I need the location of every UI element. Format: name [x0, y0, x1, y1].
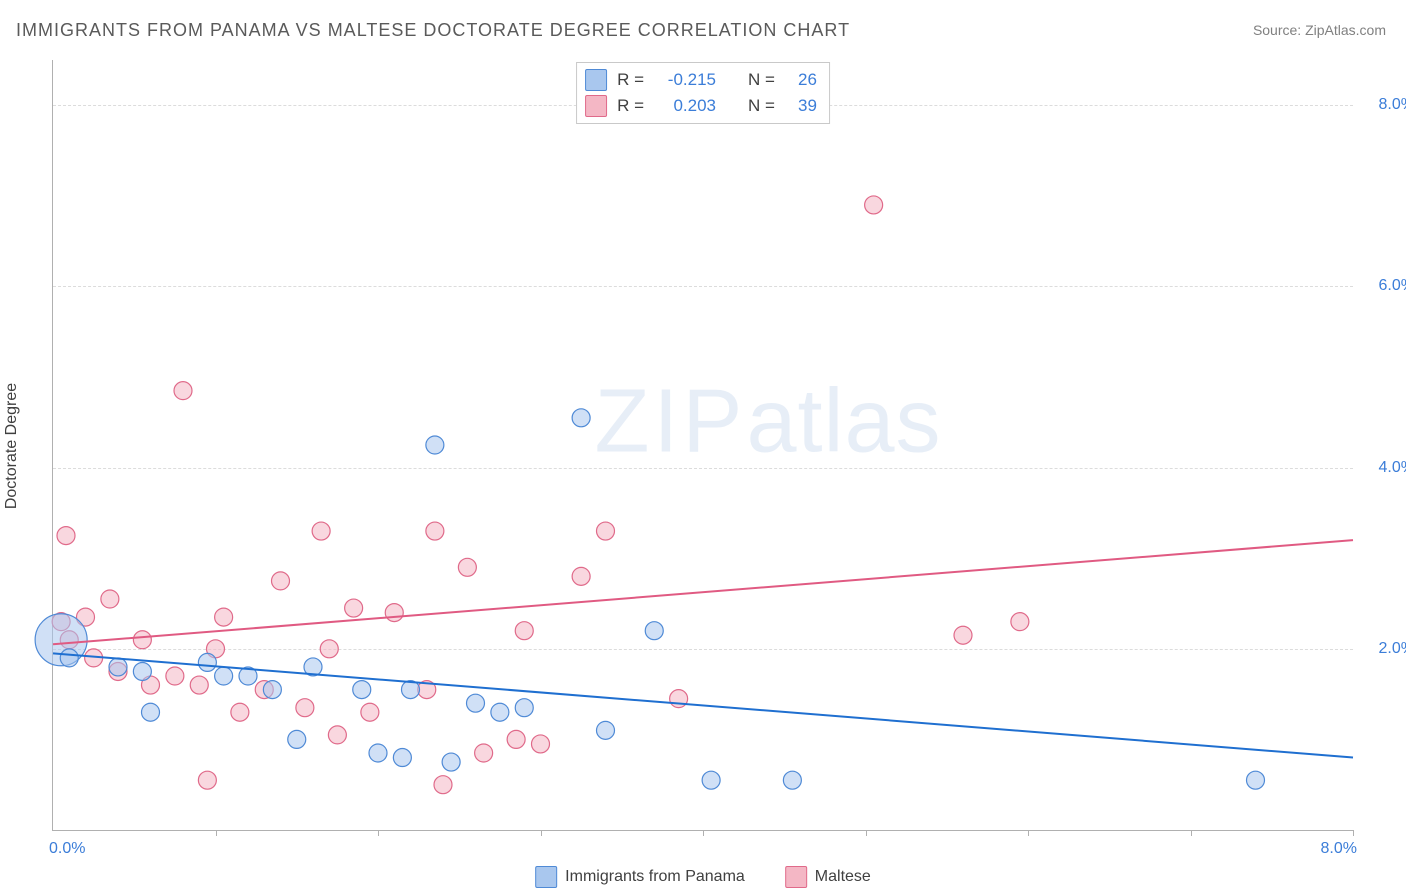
- chart-title: IMMIGRANTS FROM PANAMA VS MALTESE DOCTOR…: [16, 20, 850, 41]
- y-tick-label: 2.0%: [1379, 640, 1406, 658]
- scatter-point-panama: [702, 771, 720, 789]
- scatter-point-panama: [109, 658, 127, 676]
- scatter-point-maltese: [190, 676, 208, 694]
- n-label: N =: [748, 70, 775, 90]
- scatter-point-maltese: [312, 522, 330, 540]
- x-tick-max: 8.0%: [1321, 840, 1357, 858]
- x-tick-mark: [703, 830, 704, 836]
- series-legend: Immigrants from Panama Maltese: [535, 866, 871, 888]
- x-tick-min: 0.0%: [49, 840, 85, 858]
- trend-line-maltese: [53, 540, 1353, 644]
- scatter-point-panama: [515, 699, 533, 717]
- scatter-point-panama: [369, 744, 387, 762]
- scatter-point-panama: [263, 681, 281, 699]
- legend-item-maltese: Maltese: [785, 866, 871, 888]
- swatch-maltese: [585, 95, 607, 117]
- plot-area: ZIPatlas 2.0%4.0%6.0%8.0% 0.0% 8.0% R = …: [52, 60, 1353, 831]
- scatter-point-maltese: [174, 382, 192, 400]
- scatter-point-panama: [215, 667, 233, 685]
- swatch-panama: [535, 866, 557, 888]
- scatter-point-panama: [142, 703, 160, 721]
- stats-legend: R = -0.215 N = 26 R = 0.203 N = 39: [576, 62, 830, 124]
- n-value-panama: 26: [785, 70, 817, 90]
- scatter-point-panama: [133, 662, 151, 680]
- r-value-panama: -0.215: [654, 70, 716, 90]
- scatter-point-panama: [783, 771, 801, 789]
- legend-label-panama: Immigrants from Panama: [565, 868, 745, 886]
- scatter-point-maltese: [515, 622, 533, 640]
- stats-row-panama: R = -0.215 N = 26: [585, 67, 817, 93]
- n-label: N =: [748, 96, 775, 116]
- scatter-point-maltese: [231, 703, 249, 721]
- scatter-point-panama: [198, 653, 216, 671]
- scatter-point-maltese: [1011, 613, 1029, 631]
- scatter-point-maltese: [166, 667, 184, 685]
- scatter-point-maltese: [426, 522, 444, 540]
- scatter-point-maltese: [597, 522, 615, 540]
- scatter-point-maltese: [345, 599, 363, 617]
- y-tick-label: 6.0%: [1379, 277, 1406, 295]
- scatter-point-maltese: [865, 196, 883, 214]
- scatter-point-maltese: [507, 730, 525, 748]
- scatter-point-panama: [572, 409, 590, 427]
- stats-row-maltese: R = 0.203 N = 39: [585, 93, 817, 119]
- r-value-maltese: 0.203: [654, 96, 716, 116]
- y-tick-label: 8.0%: [1379, 96, 1406, 114]
- scatter-point-maltese: [198, 771, 216, 789]
- scatter-point-maltese: [296, 699, 314, 717]
- scatter-point-maltese: [328, 726, 346, 744]
- scatter-point-panama: [597, 721, 615, 739]
- swatch-panama: [585, 69, 607, 91]
- scatter-point-maltese: [572, 567, 590, 585]
- scatter-point-maltese: [458, 558, 476, 576]
- scatter-point-panama: [288, 730, 306, 748]
- x-tick-mark: [866, 830, 867, 836]
- legend-label-maltese: Maltese: [815, 868, 871, 886]
- scatter-point-panama: [60, 649, 78, 667]
- y-tick-label: 4.0%: [1379, 459, 1406, 477]
- scatter-point-panama: [645, 622, 663, 640]
- scatter-point-maltese: [385, 604, 403, 622]
- legend-item-panama: Immigrants from Panama: [535, 866, 745, 888]
- y-axis-label: Doctorate Degree: [3, 383, 21, 509]
- r-label: R =: [617, 96, 644, 116]
- r-label: R =: [617, 70, 644, 90]
- scatter-point-maltese: [101, 590, 119, 608]
- scatter-point-maltese: [133, 631, 151, 649]
- scatter-point-panama: [426, 436, 444, 454]
- source-attribution: Source: ZipAtlas.com: [1253, 22, 1386, 38]
- scatter-point-panama: [1247, 771, 1265, 789]
- x-tick-mark: [1028, 830, 1029, 836]
- scatter-point-maltese: [954, 626, 972, 644]
- scatter-point-panama: [467, 694, 485, 712]
- trend-line-panama: [53, 653, 1353, 757]
- scatter-point-panama: [442, 753, 460, 771]
- x-tick-mark: [541, 830, 542, 836]
- scatter-point-maltese: [320, 640, 338, 658]
- x-tick-mark: [1191, 830, 1192, 836]
- scatter-point-maltese: [434, 776, 452, 794]
- scatter-point-maltese: [57, 527, 75, 545]
- scatter-point-panama: [393, 749, 411, 767]
- swatch-maltese: [785, 866, 807, 888]
- scatter-svg: [53, 60, 1353, 830]
- scatter-point-maltese: [475, 744, 493, 762]
- scatter-point-maltese: [272, 572, 290, 590]
- x-tick-mark: [1353, 830, 1354, 836]
- scatter-point-maltese: [215, 608, 233, 626]
- scatter-point-panama: [353, 681, 371, 699]
- scatter-point-maltese: [532, 735, 550, 753]
- scatter-point-panama: [491, 703, 509, 721]
- scatter-point-maltese: [361, 703, 379, 721]
- x-tick-mark: [378, 830, 379, 836]
- n-value-maltese: 39: [785, 96, 817, 116]
- x-tick-mark: [216, 830, 217, 836]
